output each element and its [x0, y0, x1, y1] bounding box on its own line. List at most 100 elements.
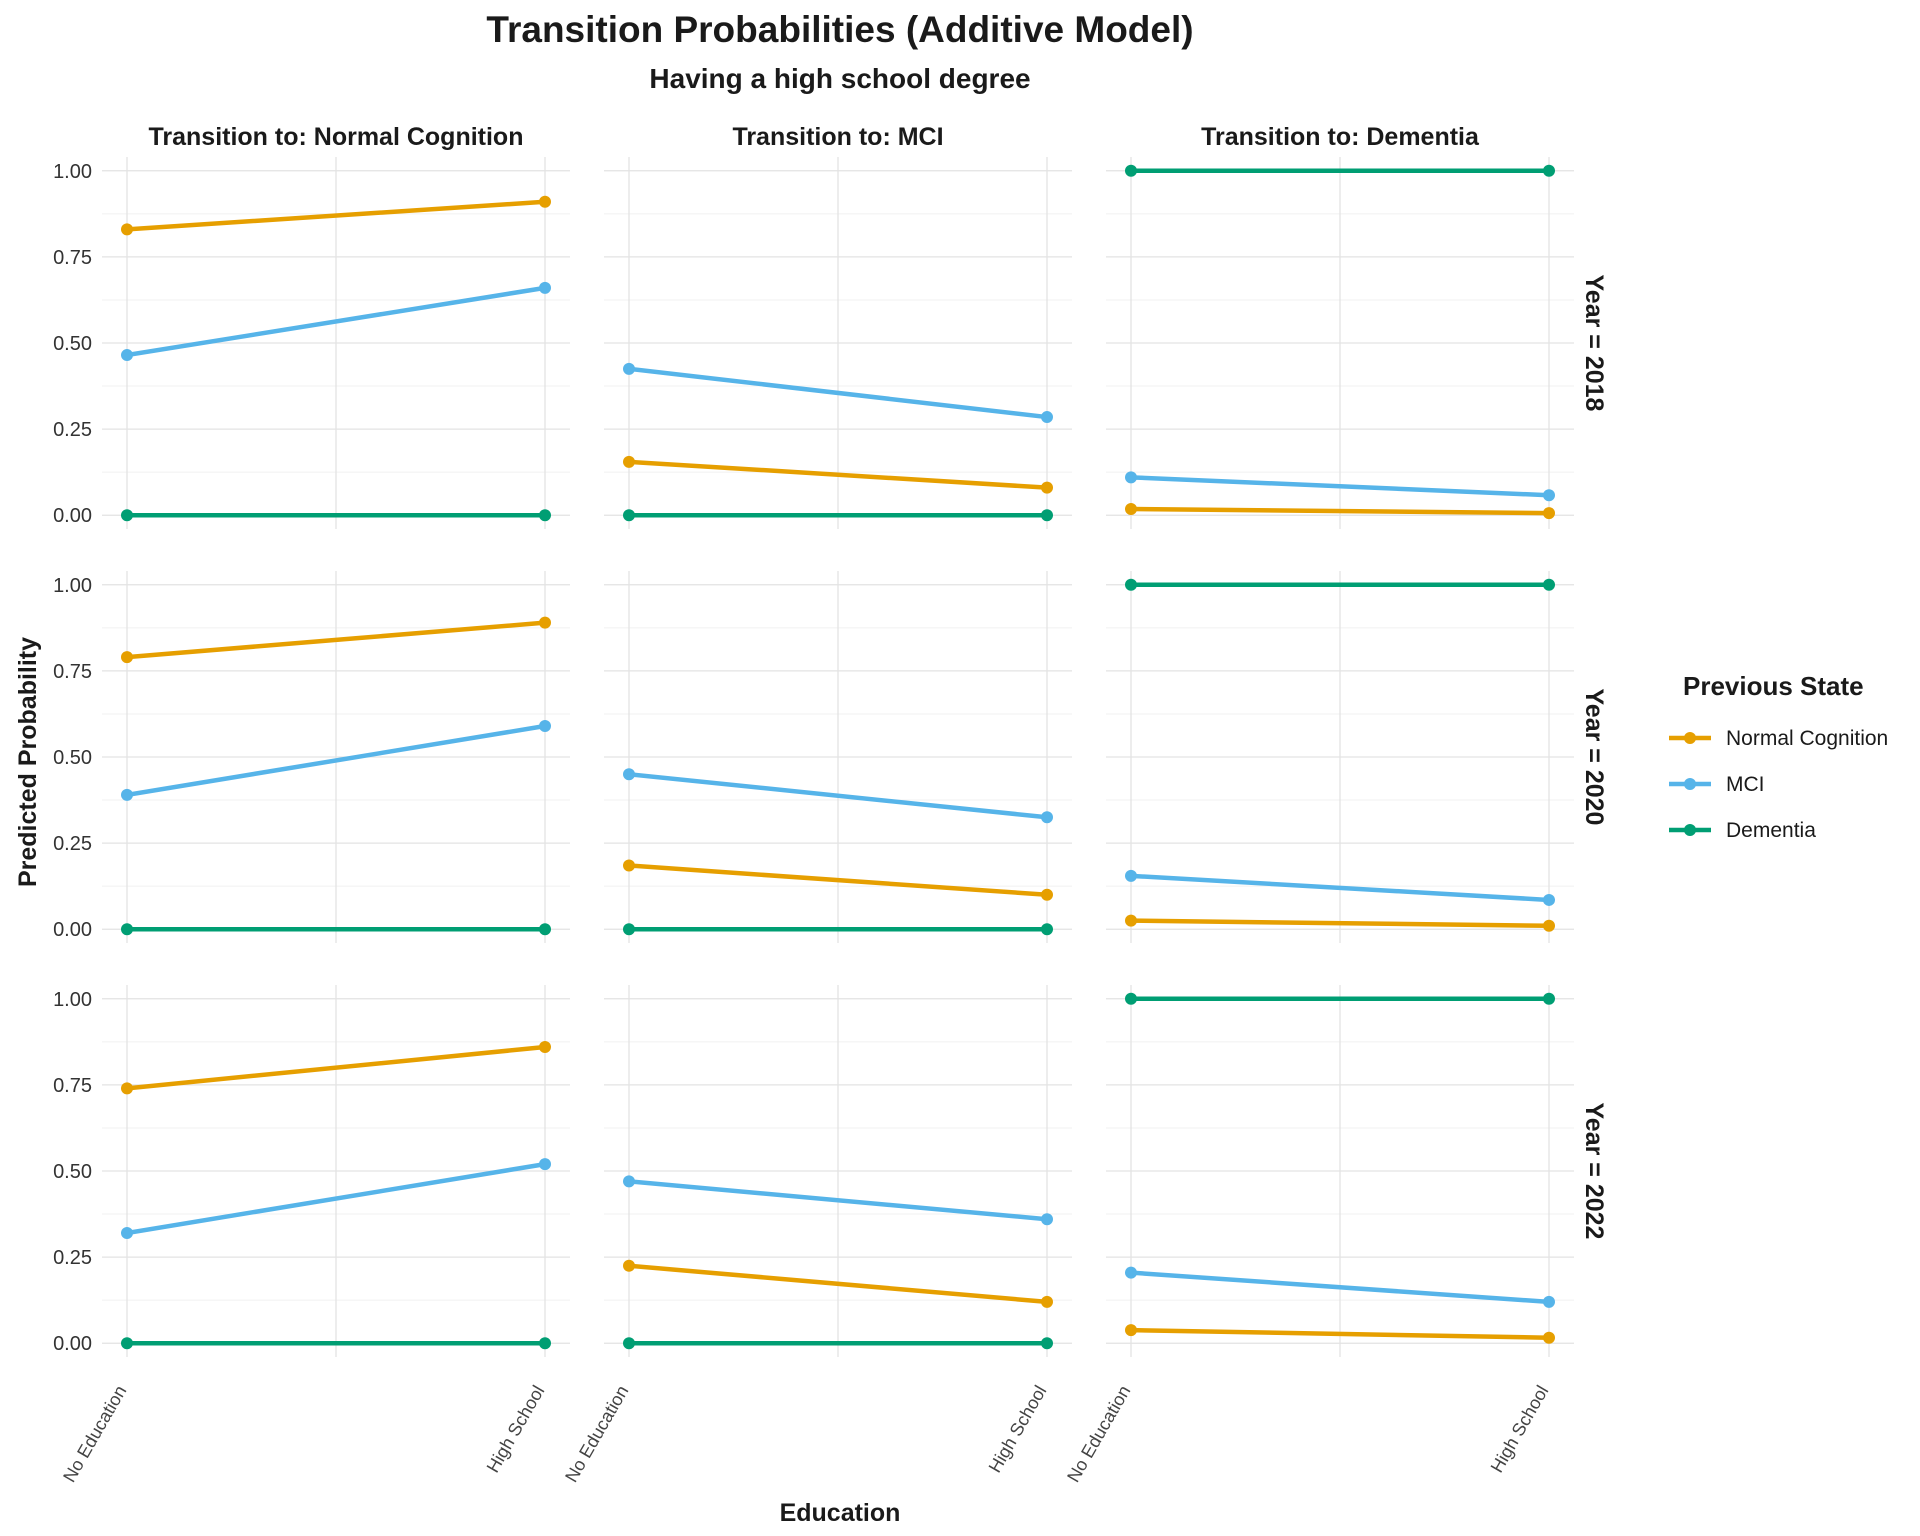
data-point-dementia: [1041, 509, 1053, 522]
chart-subtitle: Having a high school degree: [649, 63, 1030, 94]
x-tick-label: High School: [1487, 1382, 1553, 1476]
data-point-mci: [623, 768, 635, 781]
y-tick-label: 0.75: [53, 661, 92, 683]
y-tick-label: 0.75: [53, 1075, 92, 1097]
series-line-normal-cognition: [626, 1263, 1050, 1305]
y-tick-label: 0.75: [53, 247, 92, 269]
legend-marker-normal-cognition: [1684, 732, 1696, 744]
data-point-normal-cognition: [539, 1041, 551, 1053]
y-tick-label: 0.00: [53, 1333, 92, 1355]
data-point-dementia: [1543, 992, 1555, 1005]
x-tick-label: No Education: [59, 1382, 130, 1486]
facet-panels: Transition to: Normal Cognition Transitio…: [53, 123, 1608, 1486]
series-line-mci: [1128, 475, 1552, 498]
series-line-mci: [626, 366, 1050, 420]
x-tick-label: No Education: [1063, 1382, 1134, 1486]
y-tick-label: 0.25: [53, 833, 92, 855]
series-line-mci: [1128, 873, 1552, 903]
strip-label-transition-to-dementia: Transition to: Dementia: [1201, 123, 1480, 151]
data-point-dementia: [1543, 164, 1555, 177]
data-point-normal-cognition: [623, 455, 635, 468]
panel-transition-to-dementia-year-2022: [1106, 985, 1574, 1357]
series-line-normal-cognition: [124, 620, 548, 660]
y-tick-label: 0.25: [53, 1247, 92, 1269]
x-tick-label: High School: [985, 1382, 1051, 1476]
y-tick-label: 1.00: [53, 575, 92, 597]
x-axis-title: Education: [780, 1499, 901, 1527]
strip-label-transition-to-mci: Transition to: MCI: [732, 123, 943, 151]
y-tick-label: 1.00: [53, 161, 92, 183]
legend-marker-dementia: [1684, 824, 1696, 836]
data-point-mci: [1543, 489, 1555, 502]
data-point-normal-cognition: [121, 223, 133, 236]
panel-transition-to-dementia-year-2020: [1106, 571, 1574, 943]
legend-label-normal-cognition: Normal Cognition: [1726, 727, 1888, 750]
data-point-mci: [623, 362, 635, 375]
panel-transition-to-mci-year-2018: [604, 157, 1072, 529]
data-point-mci: [121, 788, 133, 801]
data-point-dementia: [539, 1337, 551, 1350]
data-point-mci: [1543, 1295, 1555, 1308]
data-point-mci: [1125, 471, 1137, 484]
data-point-dementia: [121, 1337, 133, 1350]
panel-transition-to-mci-year-2020: [604, 571, 1072, 943]
y-tick-label: 0.00: [53, 919, 92, 941]
data-point-mci: [121, 1227, 133, 1239]
data-point-dementia: [623, 923, 635, 936]
series-line-mci: [124, 285, 548, 358]
legend-label-dementia: Dementia: [1726, 819, 1816, 842]
data-point-mci: [623, 1175, 635, 1188]
data-point-mci: [1041, 411, 1053, 424]
y-axis-title: Predicted Probability: [14, 637, 42, 887]
y-tick-label: 0.00: [53, 505, 92, 527]
data-point-dementia: [1041, 1337, 1053, 1350]
series-line-normal-cognition: [1128, 918, 1552, 929]
data-point-normal-cognition: [1041, 888, 1053, 901]
data-point-mci: [1125, 869, 1137, 882]
data-point-dementia: [623, 509, 635, 522]
data-point-mci: [539, 281, 551, 294]
series-line-normal-cognition: [124, 199, 548, 232]
y-tick-label: 0.50: [53, 1161, 92, 1183]
data-point-normal-cognition: [1543, 1331, 1555, 1344]
data-point-mci: [1543, 893, 1555, 906]
series-line-mci: [124, 1161, 548, 1236]
data-point-dementia: [1125, 164, 1137, 177]
chart-title: Transition Probabilities (Additive Model…: [486, 9, 1193, 50]
data-point-dementia: [1125, 992, 1137, 1005]
data-point-dementia: [539, 923, 551, 936]
series-line-normal-cognition: [1128, 1327, 1552, 1340]
series-line-mci: [124, 723, 548, 798]
strip-label-year-2018: Year = 2018: [1580, 275, 1608, 412]
data-point-normal-cognition: [623, 859, 635, 872]
strip-label-year-2022: Year = 2022: [1580, 1103, 1608, 1240]
data-point-mci: [121, 349, 133, 362]
y-tick-label: 1.00: [53, 989, 92, 1011]
data-point-normal-cognition: [539, 195, 551, 208]
panel-transition-to-normal-cognition-year-2020: [102, 571, 570, 943]
strip-label-year-2020: Year = 2020: [1580, 689, 1608, 826]
panel-transition-to-dementia-year-2018: [1106, 157, 1574, 529]
y-tick-label: 0.50: [53, 333, 92, 355]
data-point-normal-cognition: [1041, 481, 1053, 494]
data-point-mci: [1041, 811, 1053, 824]
series-line-mci: [626, 771, 1050, 820]
data-point-mci: [1125, 1266, 1137, 1279]
data-point-dementia: [539, 509, 551, 522]
x-tick-label: No Education: [561, 1382, 632, 1486]
data-point-normal-cognition: [1125, 503, 1137, 516]
legend-marker-mci: [1684, 778, 1696, 790]
data-point-dementia: [1125, 578, 1137, 591]
data-point-dementia: [121, 923, 133, 936]
legend-title: Previous State: [1683, 671, 1864, 701]
series-line-normal-cognition: [626, 863, 1050, 898]
series-line-normal-cognition: [1128, 506, 1552, 516]
data-point-mci: [539, 720, 551, 732]
data-point-normal-cognition: [539, 616, 551, 629]
data-point-normal-cognition: [1125, 1324, 1137, 1337]
data-point-dementia: [1543, 578, 1555, 591]
x-tick-label: High School: [483, 1382, 549, 1476]
strip-label-transition-to-normal-cognition: Transition to: Normal Cognition: [149, 123, 524, 151]
panel-transition-to-normal-cognition-year-2018: [102, 157, 570, 529]
